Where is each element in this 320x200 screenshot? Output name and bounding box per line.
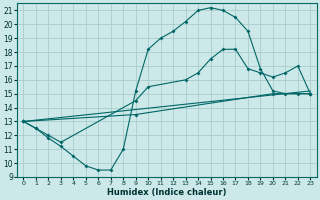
X-axis label: Humidex (Indice chaleur): Humidex (Indice chaleur) (107, 188, 227, 197)
